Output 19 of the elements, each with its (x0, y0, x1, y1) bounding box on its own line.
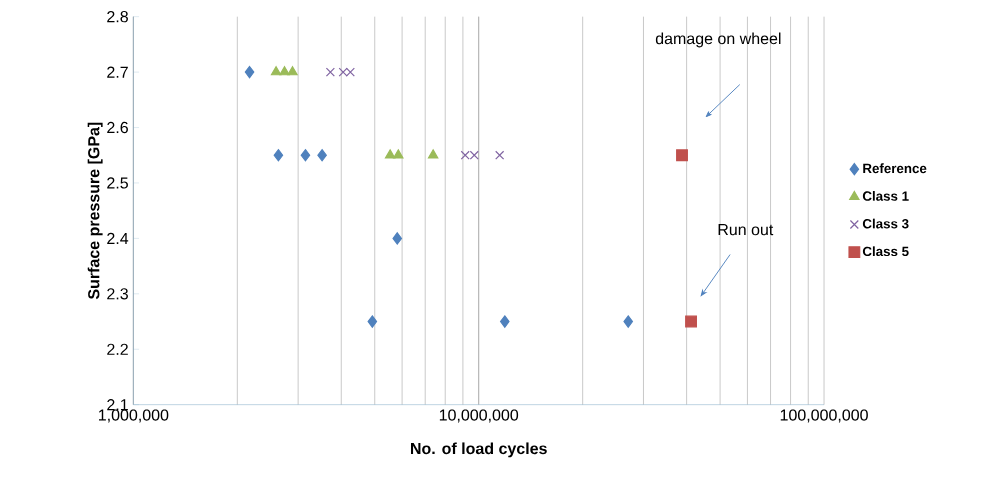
annotation: damage on wheel (655, 32, 781, 48)
y-tick-label: 2.1 (107, 399, 128, 411)
annotation: Run out (718, 224, 774, 236)
y-tick-label: 2.4 (107, 232, 129, 244)
y-tick-label: 2.8 (107, 11, 128, 23)
y-axis-title: Surface pressure [GPa] (87, 122, 103, 300)
x-tick-label: 100,000,000 (780, 409, 868, 423)
y-tick-label: 2.3 (107, 288, 128, 300)
legend-label: Class 1 (862, 191, 909, 201)
y-tick-label: 2.2 (107, 343, 128, 355)
legend-label: Reference (863, 163, 927, 174)
y-tick-label: 2.7 (107, 66, 128, 78)
y-tick-label: 2.6 (107, 121, 128, 134)
y-tick-label: 2.5 (107, 177, 128, 189)
x-axis-title: No. of load cycles (411, 442, 547, 458)
legend-label: Class 5 (862, 246, 909, 257)
x-tick-label: 1,000,000 (98, 409, 169, 423)
x-tick-label: 10,000,000 (439, 409, 519, 423)
legend-label: Class 3 (862, 218, 909, 229)
